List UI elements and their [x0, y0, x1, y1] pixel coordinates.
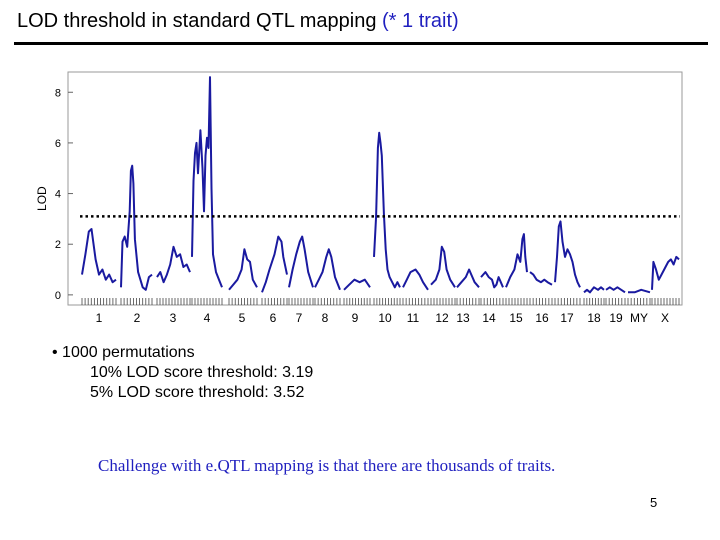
lod-curve-chr-19: [605, 286, 626, 294]
lod-curve-chr-5: [228, 248, 258, 291]
chromosome-label: 7: [296, 311, 303, 325]
y-tick-label: 8: [55, 87, 61, 99]
chromosome-label: 19: [609, 311, 623, 325]
chromosome-label: 17: [560, 311, 574, 325]
lod-curve-chr-12: [430, 245, 456, 288]
y-tick-label: 2: [55, 239, 61, 251]
x-axis: 1 2 3 4 5 6 7 8 9 10 11 12 13 14 15 16 17 18 19 MY X: [81, 298, 680, 325]
lod-curve-chr-15: [505, 233, 528, 288]
y-tick-label: 0: [55, 290, 61, 302]
lod-curve-chr-4: [191, 76, 223, 288]
chromosome-label: MY: [630, 311, 648, 325]
lod-curve-chr-8: [314, 248, 341, 291]
chromosome-label: 10: [378, 311, 392, 325]
lod-curve-chr-17: [554, 220, 581, 288]
lod-curves: [81, 76, 680, 294]
chromosome-label: 2: [134, 311, 141, 325]
notes-line-10pct: 10% LOD score threshold: 3.19: [90, 364, 314, 381]
lod-curve-chr-1: [81, 228, 117, 284]
y-tick-label: 4: [55, 189, 61, 201]
lod-curve-chr-11: [402, 268, 429, 291]
lod-curve-chr-2: [120, 164, 153, 291]
lod-curve-chr-9: [343, 278, 371, 291]
title-highlight: (* 1 trait): [382, 10, 459, 32]
chromosome-label: 13: [456, 311, 470, 325]
chromosome-label: 12: [435, 311, 449, 325]
lod-curve-chr-13: [456, 268, 480, 288]
notes-line-5pct: 5% LOD score threshold: 3.52: [90, 384, 305, 401]
chromosome-label: 5: [239, 311, 246, 325]
y-tick-label: 6: [55, 138, 61, 150]
lod-curve-chr-18: [583, 286, 605, 294]
challenge-text: Challenge with e.QTL mapping is that the…: [98, 456, 556, 475]
lod-curve-chr-MY: [628, 288, 651, 294]
chromosome-label: 18: [587, 311, 601, 325]
notes: • 1000 permutations 10% LOD score thresh…: [52, 343, 313, 403]
chromosome-label: 8: [322, 311, 329, 325]
lod-curve-chr-X: [651, 255, 680, 290]
chromosome-label: 9: [352, 311, 359, 325]
chromosome-label: 14: [482, 311, 496, 325]
page-number: 5: [650, 495, 658, 510]
lod-curve-chr-10: [373, 131, 401, 289]
title-main: LOD threshold in standard QTL mapping: [17, 10, 383, 32]
y-axis-label: LOD: [35, 186, 49, 211]
plot-frame: [67, 71, 683, 306]
lod-curve-chr-16: [529, 271, 553, 286]
chromosome-label: 4: [204, 311, 211, 325]
chromosome-label: 11: [407, 311, 420, 325]
chromosome-label: 6: [270, 311, 277, 325]
lod-curve-chr-3: [156, 245, 191, 284]
chromosome-label: 15: [509, 311, 523, 325]
lod-curve-chr-6: [261, 235, 288, 293]
notes-bullet: • 1000 permutations: [52, 344, 195, 361]
chromosome-label: 16: [535, 311, 549, 325]
slide-title: LOD threshold in standard QTL mapping (*…: [17, 10, 459, 33]
chromosome-label: 1: [96, 311, 103, 325]
lod-curve-chr-14: [480, 271, 504, 289]
lod-curve-chr-7: [288, 235, 314, 288]
y-axis: 0 2 4 6 8: [55, 87, 73, 302]
chromosome-label: X: [661, 311, 669, 325]
chromosome-label: 3: [170, 311, 177, 325]
title-underline: [14, 42, 708, 45]
